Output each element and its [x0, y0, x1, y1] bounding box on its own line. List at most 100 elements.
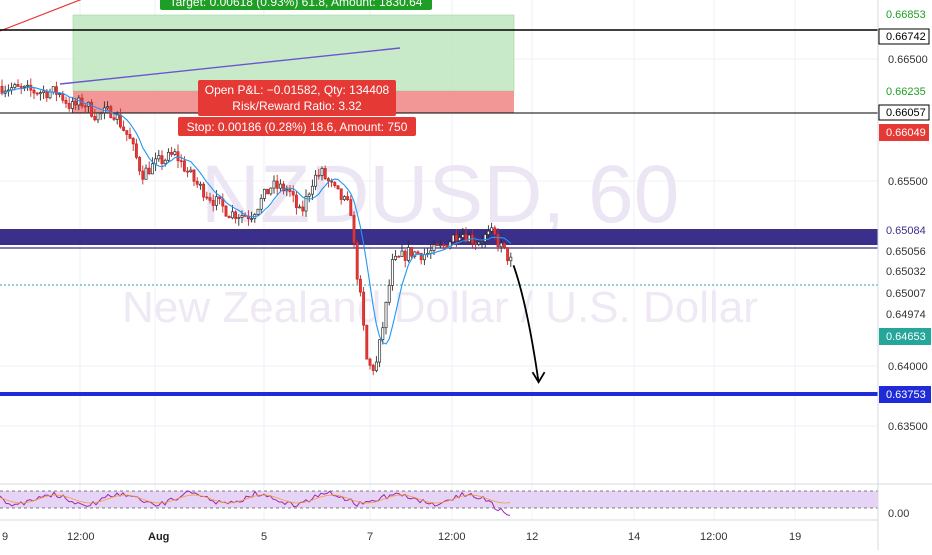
candle-body — [182, 160, 186, 172]
candle-body — [506, 247, 510, 262]
candle-body — [390, 259, 394, 286]
candle-body — [125, 130, 129, 135]
time-label: 12:00 — [438, 531, 466, 543]
candle-body — [355, 242, 359, 280]
stop-label[interactable]: Stop: 0.00186 (0.28%) 18.6, Amount: 750 — [178, 117, 416, 136]
time-axis[interactable]: 9 12:00 Aug 5 7 12:00 12 14 12:00 19 — [2, 531, 801, 543]
candle-body — [154, 158, 158, 165]
candle-body — [394, 255, 398, 260]
candle-body — [106, 106, 110, 109]
candle-body — [176, 151, 180, 162]
candle-body — [336, 185, 340, 190]
candle-body — [211, 199, 215, 206]
watermark-symbol: NZDUSD, 60 — [201, 149, 679, 240]
time-label: 12:00 — [67, 531, 95, 543]
candle-body — [461, 234, 465, 238]
candle-body — [48, 91, 52, 99]
candle-body — [387, 285, 391, 303]
candle-body — [13, 84, 17, 88]
candle-body — [384, 301, 388, 329]
candle-body — [256, 208, 260, 215]
candle-body — [138, 157, 142, 172]
candle-body — [467, 234, 471, 243]
pnl-label[interactable]: Open P&L: −0.01582, Qty: 134408 Risk/Rew… — [198, 80, 396, 116]
rsi-tick-label: 0.00 — [888, 508, 909, 520]
candle-body — [298, 206, 302, 209]
candle-body — [250, 218, 254, 220]
candle-body — [435, 244, 439, 246]
candle-body — [406, 247, 410, 261]
candle-body — [346, 196, 350, 201]
candle-body — [330, 180, 334, 183]
candle-body — [22, 85, 26, 88]
candle-body — [282, 183, 286, 192]
candle-body — [144, 167, 148, 180]
price-tick-label: 0.65500 — [888, 176, 928, 188]
price-tag-current: 0.64653 — [886, 331, 926, 343]
upper-trend-line[interactable] — [0, 0, 85, 32]
candle-body — [237, 217, 241, 219]
candle-body — [259, 198, 263, 210]
candle-body — [70, 101, 74, 109]
price-tag-target: 0.66853 — [886, 9, 926, 21]
candle-body — [368, 358, 372, 366]
price-tag-box — [879, 124, 929, 141]
candle-body — [186, 170, 190, 173]
candle-body — [83, 105, 87, 108]
candle-body — [90, 101, 94, 117]
price-tag-box — [878, 104, 930, 121]
candle-body — [416, 251, 420, 254]
profit-zone[interactable] — [72, 14, 515, 92]
candle-body — [99, 112, 103, 115]
rsi-band — [0, 491, 878, 508]
price-tag-entry: 0.66235 — [886, 86, 926, 98]
candle-body — [438, 244, 442, 247]
candle-body — [0, 85, 4, 94]
price-axis[interactable]: 0.66500 0.65500 0.64000 0.63500 0.66853 … — [877, 0, 931, 550]
candle-body — [189, 169, 193, 172]
price-tag-support: 0.63753 — [886, 389, 926, 401]
candle-body — [458, 237, 462, 241]
candle-body — [16, 84, 20, 87]
candle-body — [317, 174, 321, 177]
time-label: 7 — [367, 531, 373, 543]
rsi-pane[interactable] — [0, 483, 932, 521]
candle-body — [93, 116, 97, 121]
candle-body — [112, 117, 116, 120]
time-label: Aug — [148, 531, 169, 543]
candle-body — [432, 244, 436, 251]
candle-body — [381, 327, 385, 341]
candle-body — [45, 90, 49, 99]
candle-body — [115, 114, 119, 120]
purple-trend-line[interactable] — [59, 47, 401, 85]
candle-body — [35, 92, 39, 95]
risk-reward-text: Risk/Reward Ratio: 3.32 — [232, 99, 362, 113]
time-label: 19 — [789, 531, 801, 543]
time-label: 9 — [2, 531, 8, 543]
candle-body — [365, 324, 369, 360]
candle-body — [403, 250, 407, 261]
price-tag-black-lower: 0.66057 — [886, 107, 926, 119]
target-label-text: Target: 0.00618 (0.93%) 61.8, Amount: 18… — [170, 0, 423, 9]
projection-arrow[interactable] — [512, 264, 540, 383]
candle-body — [128, 134, 132, 139]
candle-body — [362, 291, 366, 326]
candle-body — [166, 151, 170, 161]
candle-body — [419, 253, 423, 261]
candle-body — [32, 89, 36, 94]
candle-body — [218, 196, 222, 200]
candle-body — [141, 170, 145, 180]
candle-body — [304, 196, 308, 212]
candle-body — [499, 242, 503, 248]
resistance-zone[interactable] — [0, 229, 878, 245]
candle-body — [486, 230, 490, 235]
candle-body — [195, 180, 199, 185]
time-label: 12 — [526, 531, 538, 543]
candle-body — [333, 181, 337, 187]
candle-body — [224, 205, 228, 217]
target-label[interactable]: Target: 0.00618 (0.93%) 61.8, Amount: 18… — [160, 0, 432, 10]
candle-body — [275, 180, 279, 189]
time-label: 12:00 — [700, 531, 728, 543]
